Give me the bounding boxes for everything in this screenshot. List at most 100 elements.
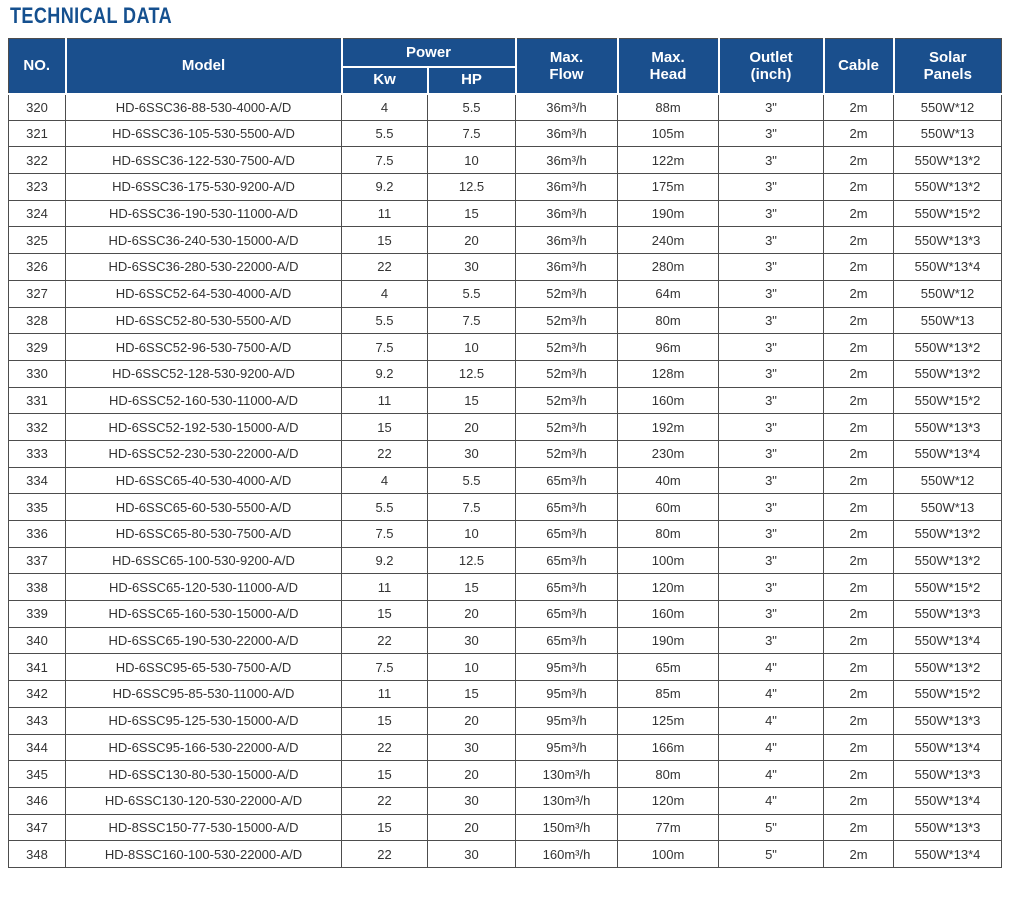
header-max-head: Max. Head: [616, 38, 720, 95]
cell-kw: 15: [341, 413, 428, 441]
cell-hp: 30: [426, 733, 517, 762]
table-row: 325 HD-6SSC36-240-530-15000-A/D 15 20 36…: [8, 226, 1003, 255]
cell-outlet: 3": [718, 439, 825, 468]
cell-hp: 12.5: [426, 546, 517, 575]
cell-max-flow: 36m³/h: [515, 173, 619, 201]
cell-hp: 12.5: [426, 359, 517, 388]
cell-max-flow: 36m³/h: [515, 119, 619, 148]
cell-model: HD-6SSC52-128-530-9200-A/D: [65, 359, 342, 388]
cell-model: HD-6SSC52-80-530-5500-A/D: [65, 306, 342, 335]
cell-max-head: 120m: [617, 573, 720, 602]
cell-max-flow: 65m³/h: [515, 546, 619, 575]
cell-kw: 7.5: [341, 653, 428, 682]
cell-kw: 15: [341, 226, 428, 255]
cell-model: HD-6SSC52-160-530-11000-A/D: [65, 386, 342, 415]
cell-kw: 7.5: [341, 520, 428, 548]
cell-hp: 15: [426, 199, 517, 228]
header-no: NO.: [8, 38, 67, 95]
cell-max-head: 80m: [617, 306, 720, 335]
cell-no: 343: [8, 706, 66, 735]
cell-no: 332: [8, 413, 66, 441]
cell-outlet: 3": [718, 199, 825, 228]
cell-cable: 2m: [823, 573, 895, 602]
cell-max-flow: 52m³/h: [515, 279, 619, 308]
cell-model: HD-6SSC65-190-530-22000-A/D: [65, 626, 342, 655]
cell-hp: 30: [426, 439, 517, 468]
cell-max-head: 190m: [617, 199, 720, 228]
cell-outlet: 4": [718, 653, 825, 682]
table-row: 332 HD-6SSC52-192-530-15000-A/D 15 20 52…: [8, 413, 1003, 441]
cell-outlet: 5": [718, 840, 825, 868]
cell-max-flow: 95m³/h: [515, 706, 619, 735]
cell-no: 328: [8, 306, 66, 335]
cell-kw: 22: [341, 253, 428, 281]
cell-outlet: 3": [718, 93, 825, 121]
cell-no: 341: [8, 653, 66, 682]
cell-max-head: 160m: [617, 600, 720, 628]
cell-no: 338: [8, 573, 66, 602]
cell-hp: 20: [426, 600, 517, 628]
cell-outlet: 4": [718, 680, 825, 708]
cell-no: 326: [8, 253, 66, 281]
cell-no: 336: [8, 520, 66, 548]
cell-outlet: 3": [718, 413, 825, 441]
cell-max-flow: 65m³/h: [515, 600, 619, 628]
cell-max-head: 96m: [617, 333, 720, 361]
cell-outlet: 4": [718, 733, 825, 762]
cell-solar-panels: 550W*12: [893, 466, 1003, 495]
cell-max-flow: 65m³/h: [515, 520, 619, 548]
cell-max-head: 100m: [617, 840, 720, 868]
cell-outlet: 3": [718, 333, 825, 361]
cell-model: HD-6SSC52-192-530-15000-A/D: [65, 413, 342, 441]
cell-solar-panels: 550W*15*2: [893, 680, 1003, 708]
header-outlet: Outlet (inch): [717, 38, 825, 95]
cell-cable: 2m: [823, 306, 895, 335]
cell-max-flow: 130m³/h: [515, 786, 619, 815]
cell-model: HD-6SSC36-280-530-22000-A/D: [65, 253, 342, 281]
cell-solar-panels: 550W*13*4: [893, 253, 1003, 281]
cell-model: HD-6SSC65-80-530-7500-A/D: [65, 520, 342, 548]
cell-cable: 2m: [823, 119, 895, 148]
cell-max-flow: 52m³/h: [515, 386, 619, 415]
cell-no: 329: [8, 333, 66, 361]
cell-solar-panels: 550W*13*3: [893, 760, 1003, 788]
cell-max-flow: 95m³/h: [515, 680, 619, 708]
cell-hp: 10: [426, 146, 517, 175]
cell-kw: 22: [341, 840, 428, 868]
cell-solar-panels: 550W*13*4: [893, 840, 1003, 868]
cell-cable: 2m: [823, 333, 895, 361]
table-row: 343 HD-6SSC95-125-530-15000-A/D 15 20 95…: [8, 706, 1003, 735]
cell-hp: 20: [426, 760, 517, 788]
cell-cable: 2m: [823, 199, 895, 228]
cell-no: 323: [8, 173, 66, 201]
cell-max-head: 280m: [617, 253, 720, 281]
cell-no: 330: [8, 359, 66, 388]
cell-solar-panels: 550W*13*3: [893, 706, 1003, 735]
cell-model: HD-6SSC65-120-530-11000-A/D: [65, 573, 342, 602]
cell-model: HD-6SSC36-175-530-9200-A/D: [65, 173, 342, 201]
cell-cable: 2m: [823, 226, 895, 255]
cell-cable: 2m: [823, 813, 895, 842]
cell-kw: 22: [341, 786, 428, 815]
cell-max-flow: 65m³/h: [515, 493, 619, 521]
cell-solar-panels: 550W*13*2: [893, 653, 1003, 682]
cell-hp: 12.5: [426, 173, 517, 201]
cell-max-head: 240m: [617, 226, 720, 255]
cell-max-flow: 36m³/h: [515, 199, 619, 228]
cell-model: HD-6SSC36-240-530-15000-A/D: [65, 226, 342, 255]
cell-max-head: 160m: [617, 386, 720, 415]
cell-solar-panels: 550W*13*4: [893, 733, 1003, 762]
cell-model: HD-6SSC65-60-530-5500-A/D: [65, 493, 342, 521]
cell-max-flow: 52m³/h: [515, 359, 619, 388]
cell-kw: 4: [341, 279, 428, 308]
cell-cable: 2m: [823, 253, 895, 281]
table-row: 328 HD-6SSC52-80-530-5500-A/D 5.5 7.5 52…: [8, 306, 1003, 335]
cell-outlet: 4": [718, 706, 825, 735]
cell-no: 331: [8, 386, 66, 415]
cell-solar-panels: 550W*13*4: [893, 626, 1003, 655]
cell-max-flow: 36m³/h: [515, 253, 619, 281]
header-max-flow: Max. Flow: [514, 38, 619, 95]
cell-solar-panels: 550W*13: [893, 306, 1003, 335]
cell-kw: 7.5: [341, 333, 428, 361]
cell-kw: 5.5: [341, 493, 428, 521]
